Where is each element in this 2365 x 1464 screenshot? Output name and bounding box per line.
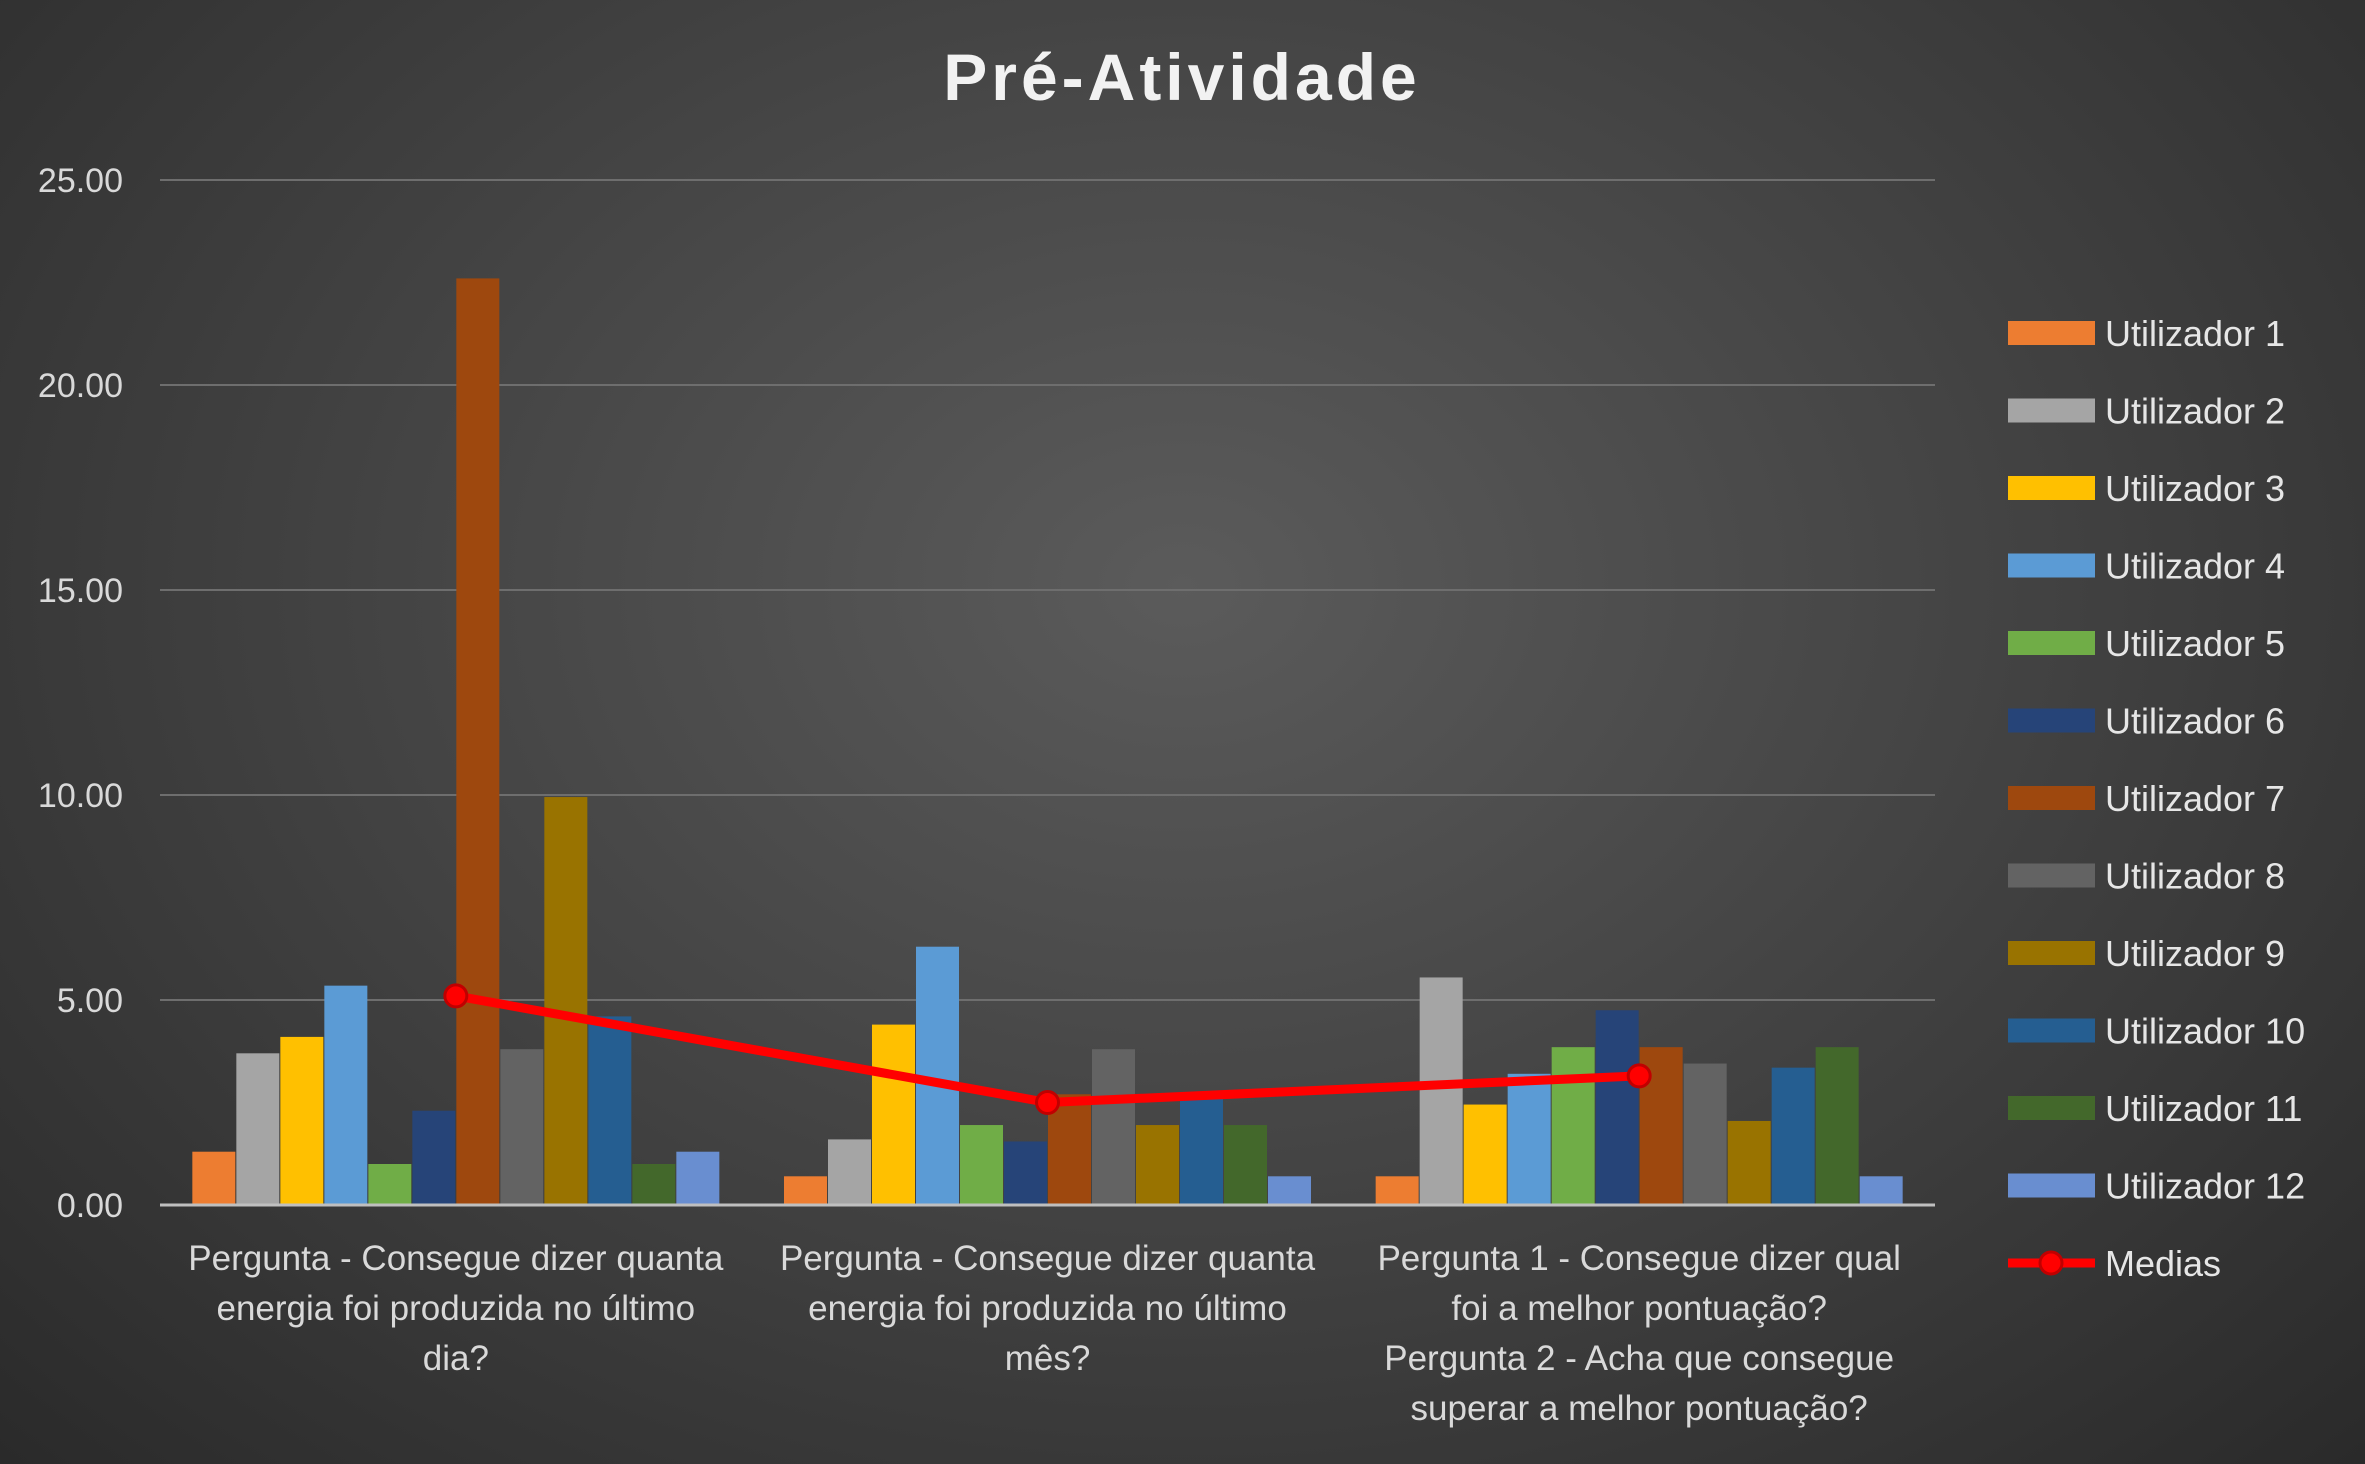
bar-1-cat-1 [192,1151,236,1205]
legend-label: Utilizador 11 [2105,1088,2302,1129]
bar-9-cat-2 [1136,1125,1179,1205]
legend-swatch [2008,1096,2095,1120]
legend-label-medias: Medias [2105,1243,2221,1284]
bar-4-cat-1 [324,985,368,1205]
bar-1-cat-3 [1375,1176,1419,1205]
medias-point [1035,1090,1060,1115]
bar-12-cat-3 [1859,1176,1903,1205]
bar-4-cat-3 [1507,1073,1551,1205]
grid-layer [160,179,1935,1001]
bar-8-cat-3 [1683,1063,1727,1205]
bar-2-cat-1 [236,1053,280,1205]
bar-10-cat-3 [1771,1067,1815,1205]
legend-swatch [2008,321,2095,345]
legend-label: Utilizador 9 [2105,933,2285,974]
legend-swatch [2008,708,2095,733]
bar-11-cat-3 [1815,1047,1859,1205]
legend-label: Utilizador 12 [2105,1166,2305,1207]
bar-7-cat-1 [456,278,500,1205]
legend-label: Utilizador 6 [2105,701,2285,742]
legend-label: Utilizador 5 [2105,623,2285,664]
bar-12-cat-1 [676,1151,720,1205]
bar-3-cat-2 [872,1024,915,1205]
bar-7-cat-2 [1048,1094,1091,1205]
legend-layer: Utilizador 1 Utilizador 2 Utilizador 3 Util… [2008,313,2305,1284]
y-tick-label: 15.00 [38,572,123,610]
bar-5-cat-3 [1551,1047,1595,1205]
legend-label: Utilizador 2 [2105,391,2285,432]
legend-label: Utilizador 3 [2105,468,2285,509]
bar-8-cat-1 [500,1049,544,1205]
legend-swatch [2008,786,2095,810]
x-category-label: Pergunta - Consegue dizer quanta energia … [780,1239,1316,1378]
axis-layer: 0.00 5.00 10.00 15.00 20.00 25.00 Pergunta - C… [38,162,1935,1428]
bar-11-cat-2 [1224,1125,1267,1205]
legend-label: Utilizador 7 [2105,778,2285,819]
bars-layer [192,278,1903,1205]
bar-9-cat-3 [1727,1120,1771,1205]
legend-label: Utilizador 4 [2105,546,2285,587]
bar-6-cat-2 [1004,1141,1047,1205]
bar-11-cat-1 [632,1164,676,1205]
y-tick-label: 10.00 [38,777,123,815]
bar-3-cat-3 [1463,1104,1507,1205]
legend-label: Utilizador 8 [2105,856,2285,897]
legend-swatch [2008,941,2095,965]
legend-swatch [2008,476,2095,500]
bar-6-cat-1 [412,1110,456,1205]
y-tick-label: 25.00 [38,162,123,200]
bar-2-cat-2 [828,1139,871,1205]
y-tick-label: 5.00 [57,982,123,1020]
legend-label: Utilizador 10 [2105,1011,2305,1052]
x-category-label: Pergunta 1 - Consegue dizer qual foi a me… [1377,1239,1900,1428]
y-tick-label: 0.00 [57,1187,123,1225]
x-category-label: Pergunta - Consegue dizer quanta energia … [188,1239,724,1378]
medias-point [1626,1063,1652,1089]
bar-5-cat-2 [960,1125,1003,1205]
y-tick-label: 20.00 [38,367,123,405]
bar-10-cat-1 [588,1016,632,1205]
legend-label: Utilizador 1 [2105,313,2285,354]
medias-point [443,983,469,1009]
bar-10-cat-2 [1180,1098,1223,1205]
bar-6-cat-3 [1595,1010,1639,1205]
bar-8-cat-2 [1092,1049,1135,1205]
legend-marker-medias [2038,1250,2064,1276]
legend-swatch [2008,553,2095,578]
line-layer [443,983,1652,1115]
legend-swatch [2008,863,2095,888]
legend-swatch [2008,398,2095,423]
chart-title: Pré-Atividade [943,40,1420,114]
bar-9-cat-1 [544,797,588,1205]
bar-2-cat-3 [1419,977,1463,1205]
bar-5-cat-1 [368,1164,412,1205]
legend-swatch [2008,631,2095,655]
legend-swatch [2008,1018,2095,1043]
legend-swatch [2008,1173,2095,1198]
bar-1-cat-2 [784,1176,827,1205]
bar-3-cat-1 [280,1036,324,1205]
bar-12-cat-2 [1268,1176,1311,1205]
